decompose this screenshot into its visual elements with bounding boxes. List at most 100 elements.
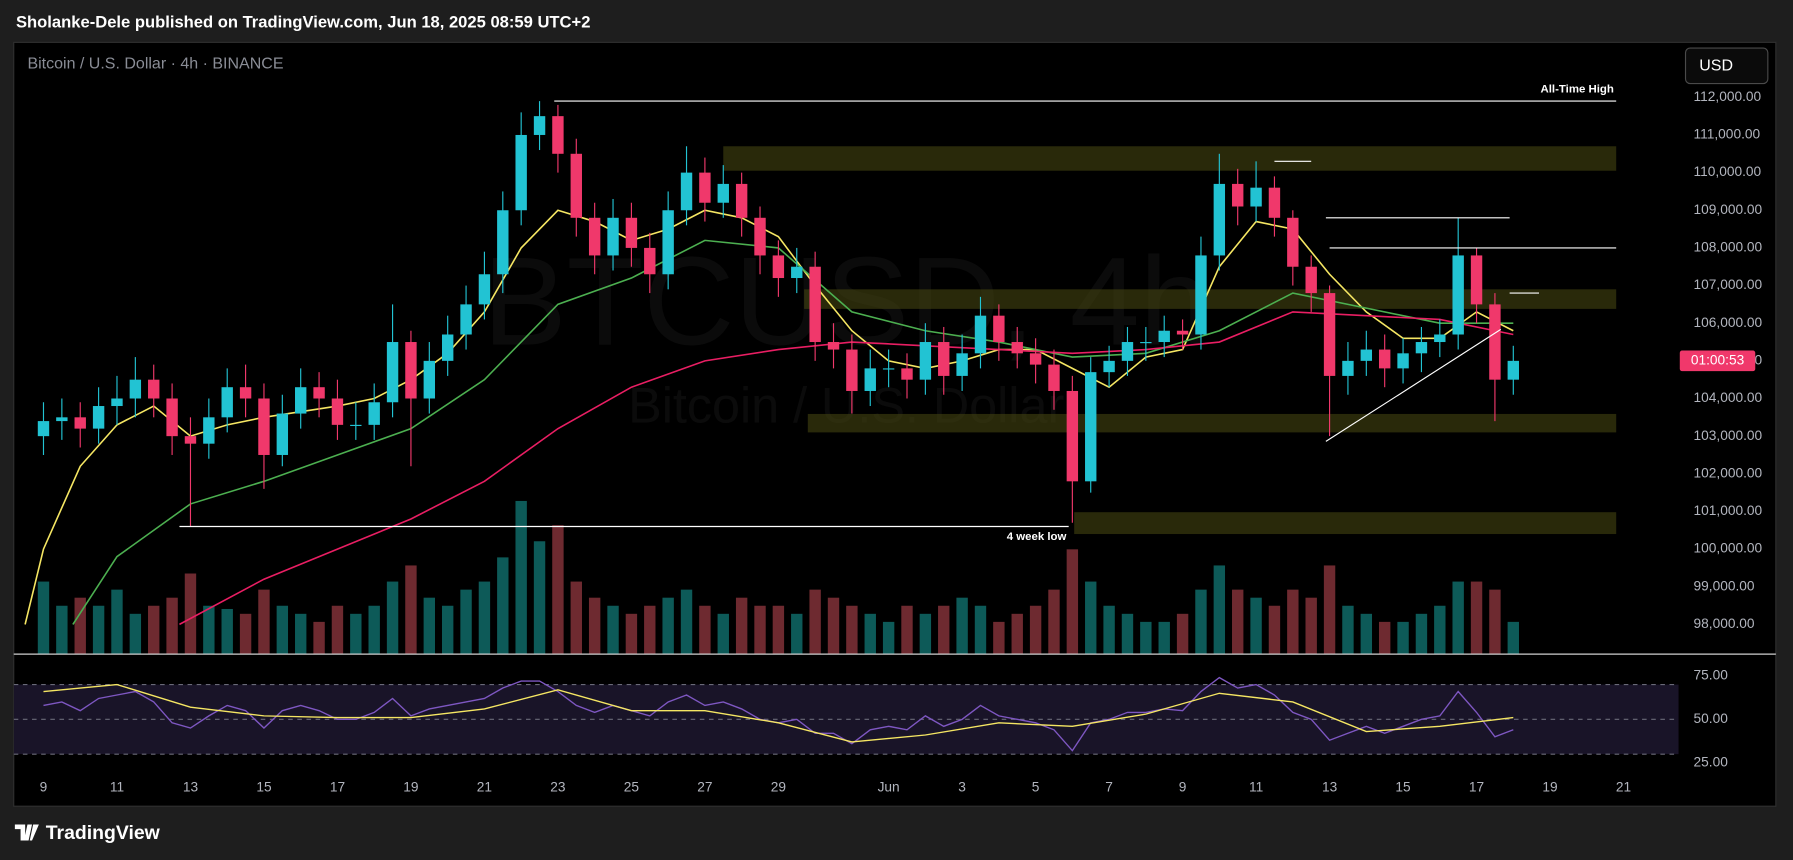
candle-body (1066, 390, 1079, 482)
volume-bar (350, 613, 362, 655)
volume-bar (699, 605, 711, 655)
x-tick-label: 23 (550, 780, 566, 795)
volume-bar (735, 597, 748, 655)
volume-bar (974, 605, 987, 655)
candle-body (1434, 334, 1446, 343)
candle-body (1176, 330, 1189, 335)
y-tick-label: 103,000.00 (1694, 428, 1763, 443)
volume-bar (552, 525, 564, 655)
volume-bar (1066, 549, 1079, 655)
indicator-line (24, 209, 1514, 625)
volume-bar (1085, 581, 1097, 655)
volume-bar (570, 581, 582, 655)
volume-bar (129, 613, 142, 655)
candle-body (1011, 342, 1023, 354)
candle-body (203, 417, 215, 444)
countdown-badge (1679, 350, 1756, 372)
candle-body (368, 402, 380, 425)
candle-body (166, 398, 178, 437)
candle-body (735, 183, 748, 218)
volume-bar (423, 597, 436, 655)
x-tick-label: 21 (1616, 780, 1631, 795)
volume-bar (1434, 605, 1446, 655)
tradingview-logo: TradingView (14, 822, 161, 844)
candle-body (1268, 187, 1281, 218)
candle-body (607, 217, 619, 256)
volume-bar (148, 605, 160, 655)
candle-body (809, 266, 821, 343)
volume-bar (386, 581, 399, 655)
volume-bar (1360, 613, 1373, 655)
volume-bar (1470, 581, 1483, 655)
candle-body (956, 353, 968, 376)
volume-bar (1305, 597, 1317, 655)
candle-body (1397, 353, 1409, 369)
candle-body (662, 210, 674, 275)
y-tick-label: 104,000.00 (1694, 390, 1763, 405)
candle-body (1121, 342, 1134, 361)
volume-bar (1029, 605, 1042, 655)
volume-bar (827, 597, 840, 655)
y-tick-label: 107,000.00 (1694, 277, 1763, 292)
volume-bar (497, 557, 509, 655)
volume-bar (1342, 605, 1354, 655)
x-tick-label: 17 (1469, 780, 1484, 795)
x-tick-label: 17 (330, 780, 345, 795)
volume-bar (441, 605, 454, 655)
volume-bar (993, 621, 1005, 655)
volume-bar (37, 581, 50, 655)
volume-bar (588, 597, 601, 655)
volume-bar (331, 605, 344, 655)
volume-bar (644, 605, 656, 655)
zone (804, 289, 1617, 309)
volume-bar (111, 589, 123, 655)
candle-body (221, 387, 233, 418)
rsi-pane (13, 676, 1679, 755)
currency-label[interactable]: USD (1699, 58, 1733, 75)
candle-body (423, 360, 436, 399)
volume-bar (1121, 613, 1134, 655)
publish-info: Sholanke-Dele published on TradingView.c… (16, 12, 590, 31)
candle-body (1029, 353, 1042, 365)
candle-body (882, 368, 895, 370)
volume-bar (919, 613, 932, 655)
volume-bar (1232, 589, 1244, 655)
volume-bar (882, 621, 895, 655)
volume-bar (625, 613, 638, 655)
volume-bar (258, 589, 270, 655)
level-label: All-Time High (1540, 84, 1613, 96)
volume-bar (276, 605, 289, 655)
volume-bar (56, 605, 68, 655)
candle-body (405, 342, 417, 399)
x-tick-label: 11 (1249, 780, 1263, 795)
volume-bar (1140, 621, 1152, 655)
candle-body (1085, 372, 1097, 482)
volume-bar (1397, 621, 1409, 655)
volume-bar (184, 573, 197, 655)
candle-body (1507, 360, 1519, 380)
candle-body (1158, 330, 1170, 343)
volume-bar (754, 605, 766, 655)
candle-body (497, 210, 509, 275)
y-tick-label: 99,000.00 (1694, 578, 1755, 593)
candle-body (993, 315, 1005, 343)
candle-body (533, 116, 546, 135)
volume-bar (809, 589, 821, 655)
level-label: 4 week low (1007, 531, 1067, 543)
candle-body (1342, 360, 1354, 376)
volume-bar (864, 613, 876, 655)
y-tick-label: 102,000.00 (1694, 465, 1763, 480)
currency-button[interactable] (1684, 47, 1769, 85)
x-tick-label: 25 (624, 780, 640, 795)
zone (1074, 512, 1617, 535)
volume-bar (1287, 589, 1299, 655)
zone (723, 146, 1617, 171)
volume-bar (1268, 605, 1281, 655)
candle-body (515, 134, 527, 211)
candle-body (588, 217, 601, 256)
volume-bar (1507, 621, 1519, 655)
volume-bar (313, 621, 325, 655)
